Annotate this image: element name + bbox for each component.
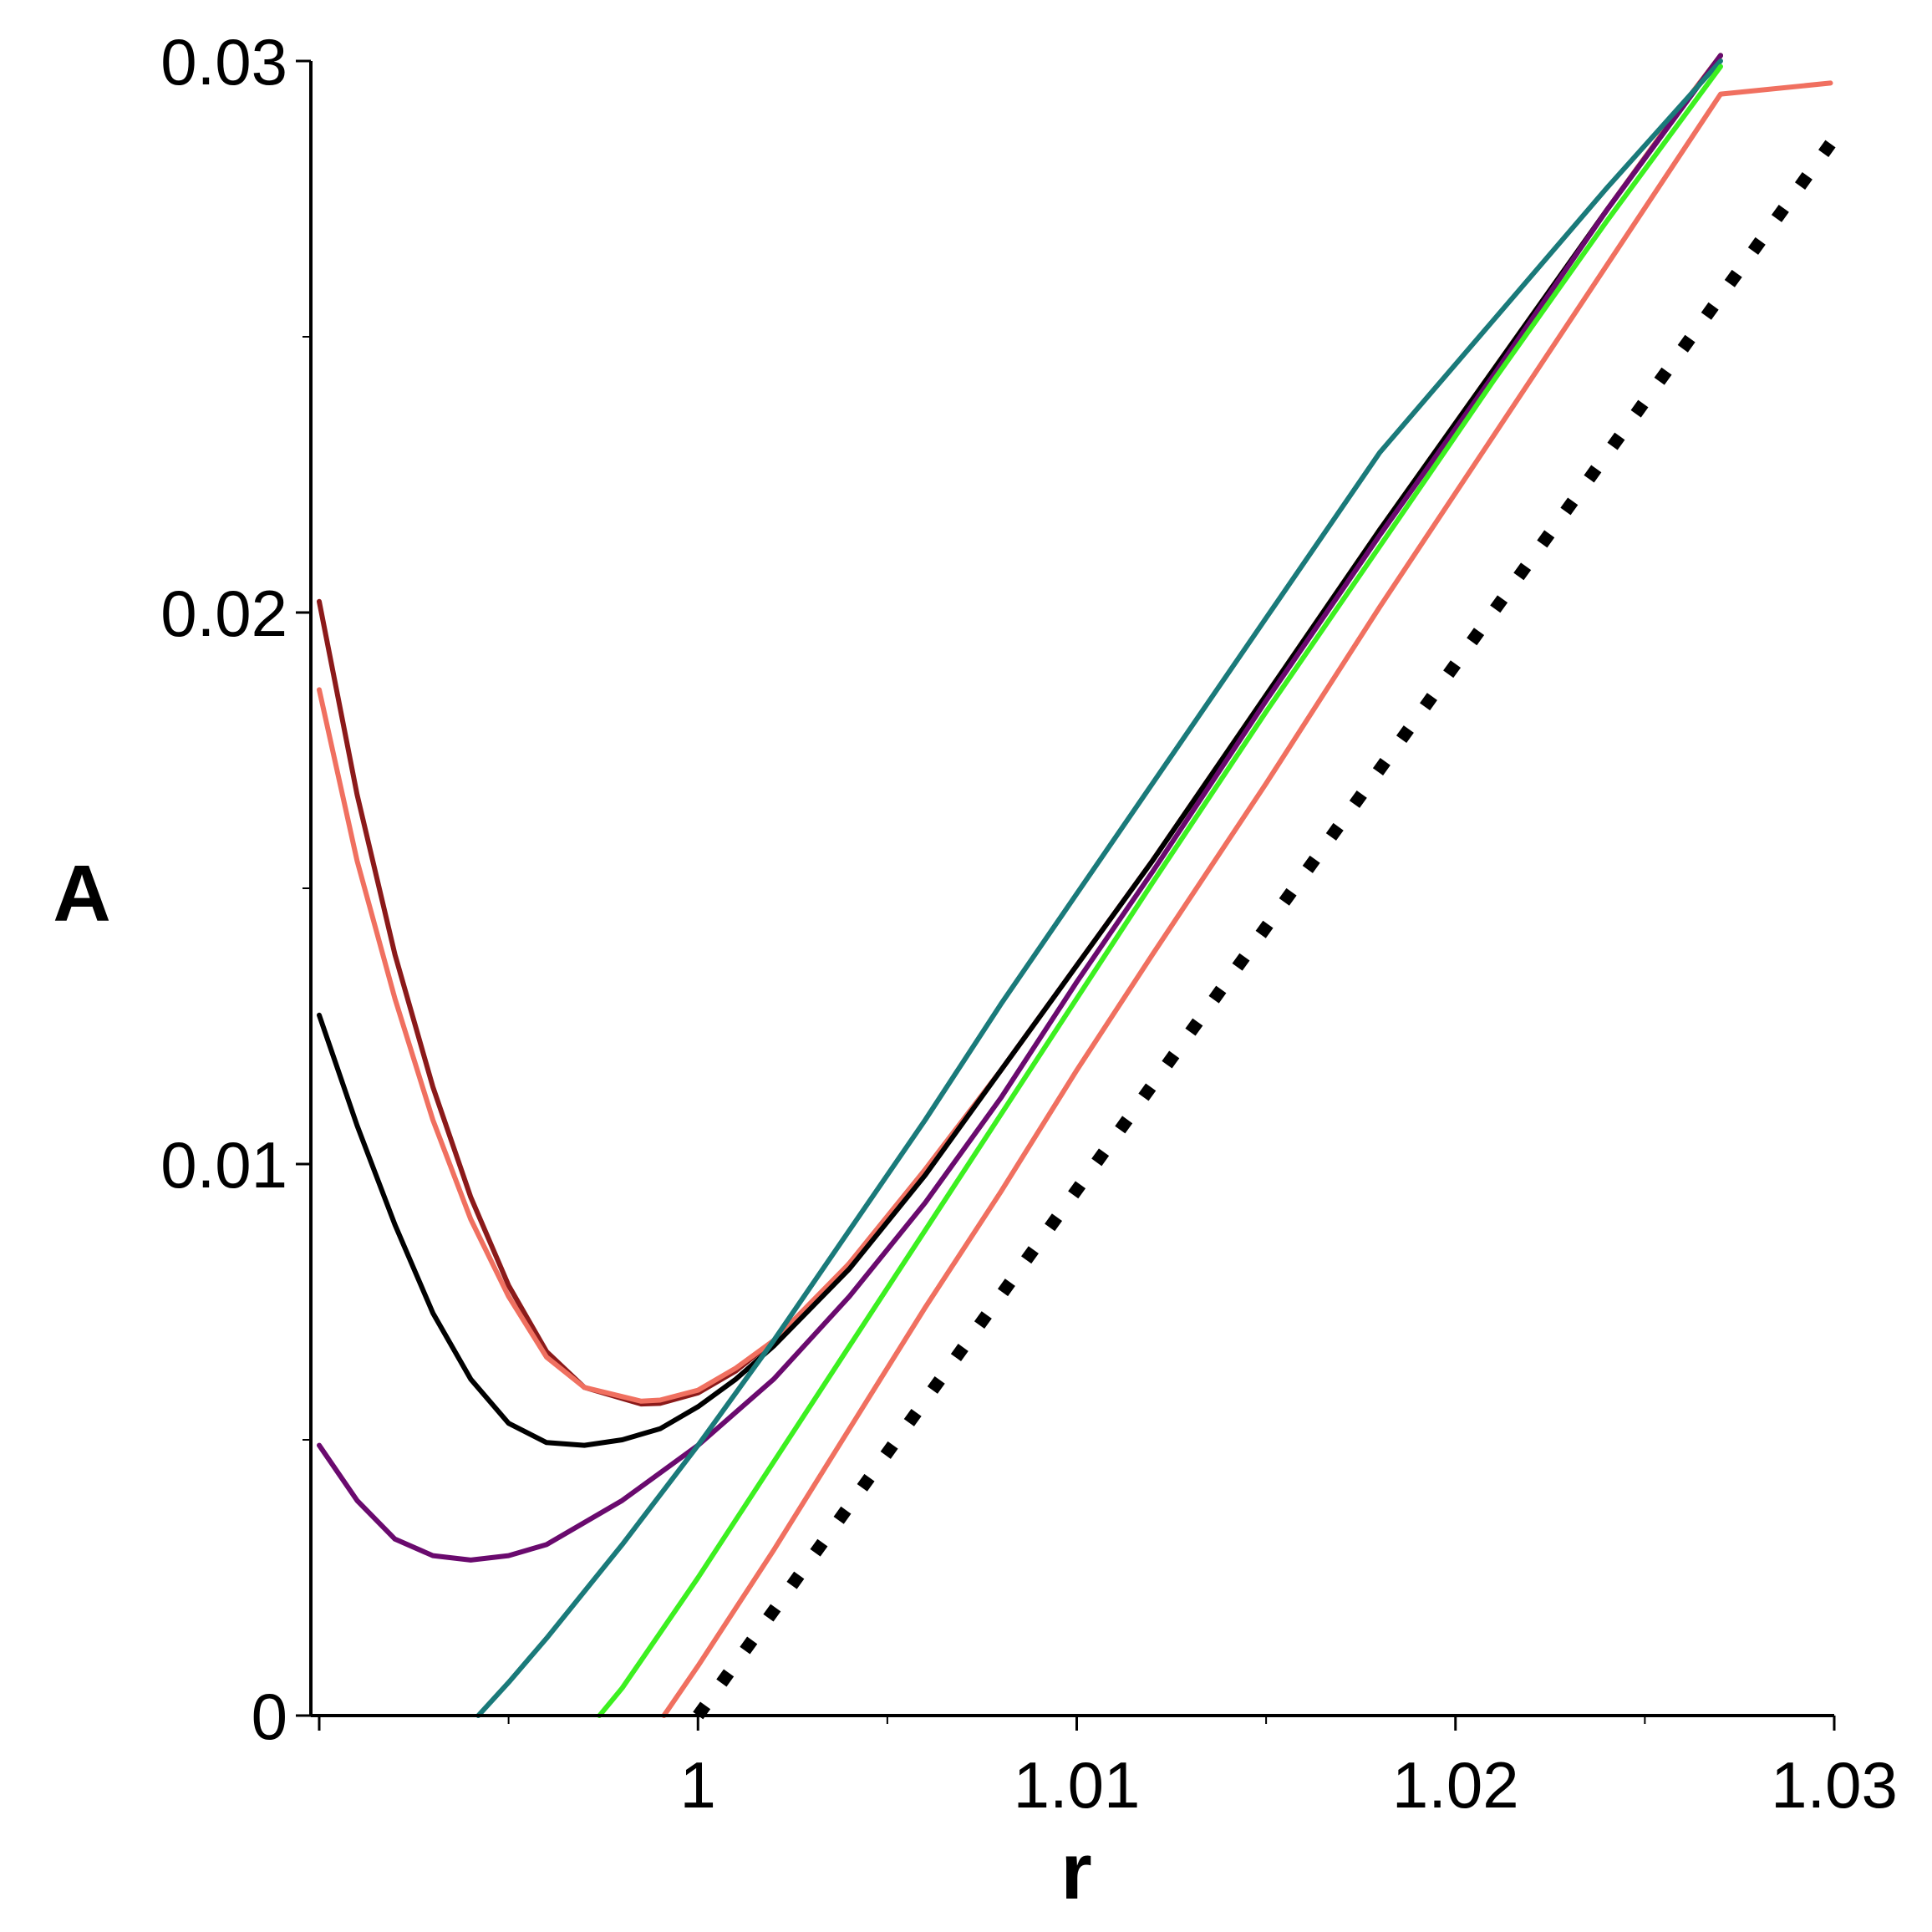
series-layer — [317, 53, 1836, 1720]
y-tick-label: 0 — [252, 1680, 287, 1753]
series-5-line — [597, 64, 1723, 1718]
series-7-line — [693, 140, 1836, 1720]
series-6-line — [661, 80, 1833, 1718]
series-2-line — [317, 53, 1723, 1448]
y-tick-label: 0.01 — [160, 1128, 287, 1202]
series-1-line — [317, 53, 1723, 1404]
series-4-line — [475, 58, 1723, 1718]
x-tick-label: 1 — [680, 1748, 716, 1822]
x-tick-label: 1.01 — [1014, 1748, 1141, 1822]
x-tick-label: 1.02 — [1392, 1748, 1519, 1822]
x-axis-title: r — [1060, 1827, 1091, 1916]
series-0-line — [317, 53, 1723, 1407]
y-axis-title: A — [53, 849, 110, 938]
y-tick-label: 0.02 — [160, 577, 287, 650]
series-3-line — [317, 53, 1723, 1563]
tick-layer: 1 1.01 1.02 1.03 0 0.01 0.02 0.03 — [160, 25, 1898, 1822]
x-tick-label: 1.03 — [1771, 1748, 1898, 1822]
y-tick-label: 0.03 — [160, 25, 287, 99]
